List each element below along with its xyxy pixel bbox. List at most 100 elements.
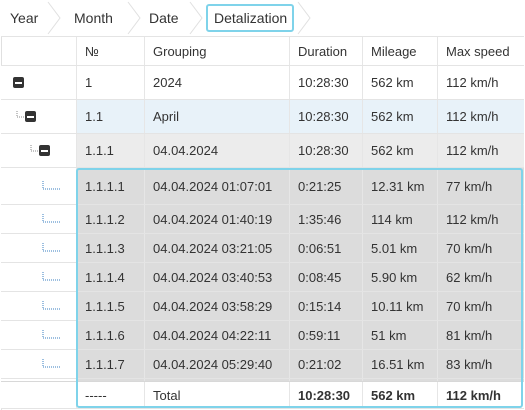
- header-tree: [1, 37, 77, 65]
- header-mileage[interactable]: Mileage: [363, 37, 438, 65]
- cell-duration: 0:21:02: [290, 350, 363, 378]
- cell-mileage: 562 km: [363, 66, 438, 99]
- tree-cell: [1, 350, 77, 378]
- footer-tree: [1, 382, 77, 408]
- table-row[interactable]: 1.1.1.1 04.04.2024 01:07:01 0:21:25 12.31 k…: [1, 168, 524, 205]
- footer-num: -----: [77, 382, 145, 408]
- tree-cell: [1, 100, 77, 133]
- tree-cell: [1, 234, 77, 262]
- breadcrumb: Year Month Date Detalization: [0, 0, 525, 36]
- cell-grouping: 04.04.2024 03:58:29: [145, 292, 290, 320]
- table-row[interactable]: 1.1.1.4 04.04.2024 03:40:53 0:08:45 5.90 km…: [1, 263, 524, 292]
- table-row[interactable]: 1.1 April 10:28:30 562 km 112 km/h: [1, 100, 524, 134]
- cell-mileage: 5.01 km: [363, 234, 438, 262]
- tree-cell: [1, 168, 77, 204]
- cell-duration: 0:06:51: [290, 234, 363, 262]
- cell-grouping: 04.04.2024 05:29:40: [145, 350, 290, 378]
- breadcrumb-label: Month: [74, 10, 113, 26]
- cell-duration: 10:28:30: [290, 66, 363, 99]
- breadcrumb-label: Detalization: [214, 10, 288, 26]
- cell-max-speed: 112 km/h: [446, 109, 499, 124]
- cell-max-speed: 70 km/h: [446, 240, 493, 256]
- breadcrumb-month[interactable]: Month: [64, 4, 113, 32]
- tree-connector-icon: [42, 301, 61, 310]
- cell-duration: 10:28:30: [290, 100, 363, 133]
- header-max-speed[interactable]: Max speed: [446, 43, 510, 59]
- table-footer: ----- Total 10:28:30 562 km 112 km/h: [1, 381, 524, 409]
- table-row[interactable]: 1.1.1.5 04.04.2024 03:58:29 0:15:14 10.11 k…: [1, 292, 524, 321]
- tree-cell: [1, 205, 77, 233]
- cell-grouping: April: [145, 100, 290, 133]
- cell-num: 1.1.1.4: [77, 263, 145, 291]
- tree-connector-icon: [42, 181, 61, 190]
- table-row[interactable]: 1.1.1.6 04.04.2024 04:22:11 0:59:11 51 km 81…: [1, 321, 524, 350]
- breadcrumb-label: Year: [10, 10, 39, 26]
- cell-num: 1.1.1.5: [77, 292, 145, 320]
- cell-duration: 0:15:14: [290, 292, 363, 320]
- collapse-icon[interactable]: [13, 77, 24, 88]
- cell-duration: 0:08:45: [290, 263, 363, 291]
- cell-max-speed: 112 km/h: [446, 211, 499, 227]
- tree-connector-icon: [42, 359, 61, 368]
- footer-total-label: Total: [145, 382, 290, 408]
- cell-mileage: 16.51 km: [363, 350, 438, 378]
- table-row[interactable]: 1.1.1.7 04.04.2024 05:29:40 0:21:02 16.51 k…: [1, 350, 524, 379]
- footer-max-speed: 112 km/h: [446, 387, 501, 403]
- cell-num: 1.1.1: [77, 134, 145, 167]
- header-grouping[interactable]: Grouping: [145, 37, 290, 65]
- cell-mileage: 5.90 km: [363, 263, 438, 291]
- tree-connector-icon: [42, 243, 61, 252]
- tree-cell: [1, 134, 77, 167]
- cell-max-speed: 70 km/h: [446, 298, 493, 314]
- cell-duration: 0:21:25: [290, 168, 363, 204]
- table-row[interactable]: 1.1.1.2 04.04.2024 01:40:19 1:35:46 114 km 1…: [1, 205, 524, 234]
- cell-mileage: 10.11 km: [363, 292, 438, 320]
- cell-mileage: 12.31 km: [363, 168, 438, 204]
- cell-num: 1.1.1.2: [77, 205, 145, 233]
- tree-connector-icon: [16, 111, 25, 118]
- cell-mileage: 562 km: [363, 134, 438, 167]
- cell-duration: 0:59:11: [290, 321, 363, 349]
- cell-grouping: 2024: [145, 66, 290, 99]
- chevron-right-icon: [47, 1, 61, 35]
- cell-num: 1.1: [77, 100, 145, 133]
- collapse-icon[interactable]: [39, 145, 50, 156]
- tree-cell: [1, 292, 77, 320]
- cell-grouping: 04.04.2024 04:22:11: [145, 321, 290, 349]
- cell-grouping: 04.04.2024 03:21:05: [145, 234, 290, 262]
- footer-mileage: 562 km: [363, 382, 438, 408]
- table-header: № Grouping Duration Mileage Max speed: [1, 36, 524, 66]
- collapse-icon[interactable]: [25, 111, 36, 122]
- cell-mileage: 562 km: [363, 100, 438, 133]
- tree-connector-icon: [30, 145, 39, 152]
- cell-num: 1: [77, 66, 145, 99]
- cell-max-speed: 81 km/h: [446, 327, 493, 343]
- breadcrumb-label: Date: [149, 10, 179, 26]
- header-num[interactable]: №: [77, 37, 145, 65]
- tree-cell: [1, 66, 77, 99]
- table-row[interactable]: 1 2024 10:28:30 562 km 112 km/h: [1, 66, 524, 100]
- cell-max-speed: 62 km/h: [446, 269, 493, 285]
- tree-cell: [1, 321, 77, 349]
- cell-num: 1.1.1.6: [77, 321, 145, 349]
- cell-grouping: 04.04.2024 03:40:53: [145, 263, 290, 291]
- cell-duration: 10:28:30: [290, 134, 363, 167]
- table-row[interactable]: 1.1.1 04.04.2024 10:28:30 562 km 112 km/h: [1, 134, 524, 168]
- cell-mileage: 51 km: [363, 321, 438, 349]
- tree-connector-icon: [42, 330, 61, 339]
- cell-grouping: 04.04.2024 01:40:19: [145, 205, 290, 233]
- chevron-right-icon: [189, 1, 203, 35]
- chevron-right-icon: [127, 1, 141, 35]
- breadcrumb-year[interactable]: Year: [0, 4, 38, 32]
- cell-grouping: 04.04.2024 01:07:01: [145, 168, 290, 204]
- tree-cell: [1, 263, 77, 291]
- cell-max-speed: 83 km/h: [446, 356, 493, 372]
- tree-connector-icon: [42, 214, 61, 223]
- cell-num: 1.1.1.3: [77, 234, 145, 262]
- cell-mileage: 114 km: [363, 205, 438, 233]
- breadcrumb-date[interactable]: Date: [139, 4, 179, 32]
- table-row[interactable]: 1.1.1.3 04.04.2024 03:21:05 0:06:51 5.01 km…: [1, 234, 524, 263]
- cell-max-speed: 77 km/h: [446, 178, 493, 194]
- header-duration[interactable]: Duration: [290, 37, 363, 65]
- breadcrumb-detalization[interactable]: Detalization: [206, 4, 294, 32]
